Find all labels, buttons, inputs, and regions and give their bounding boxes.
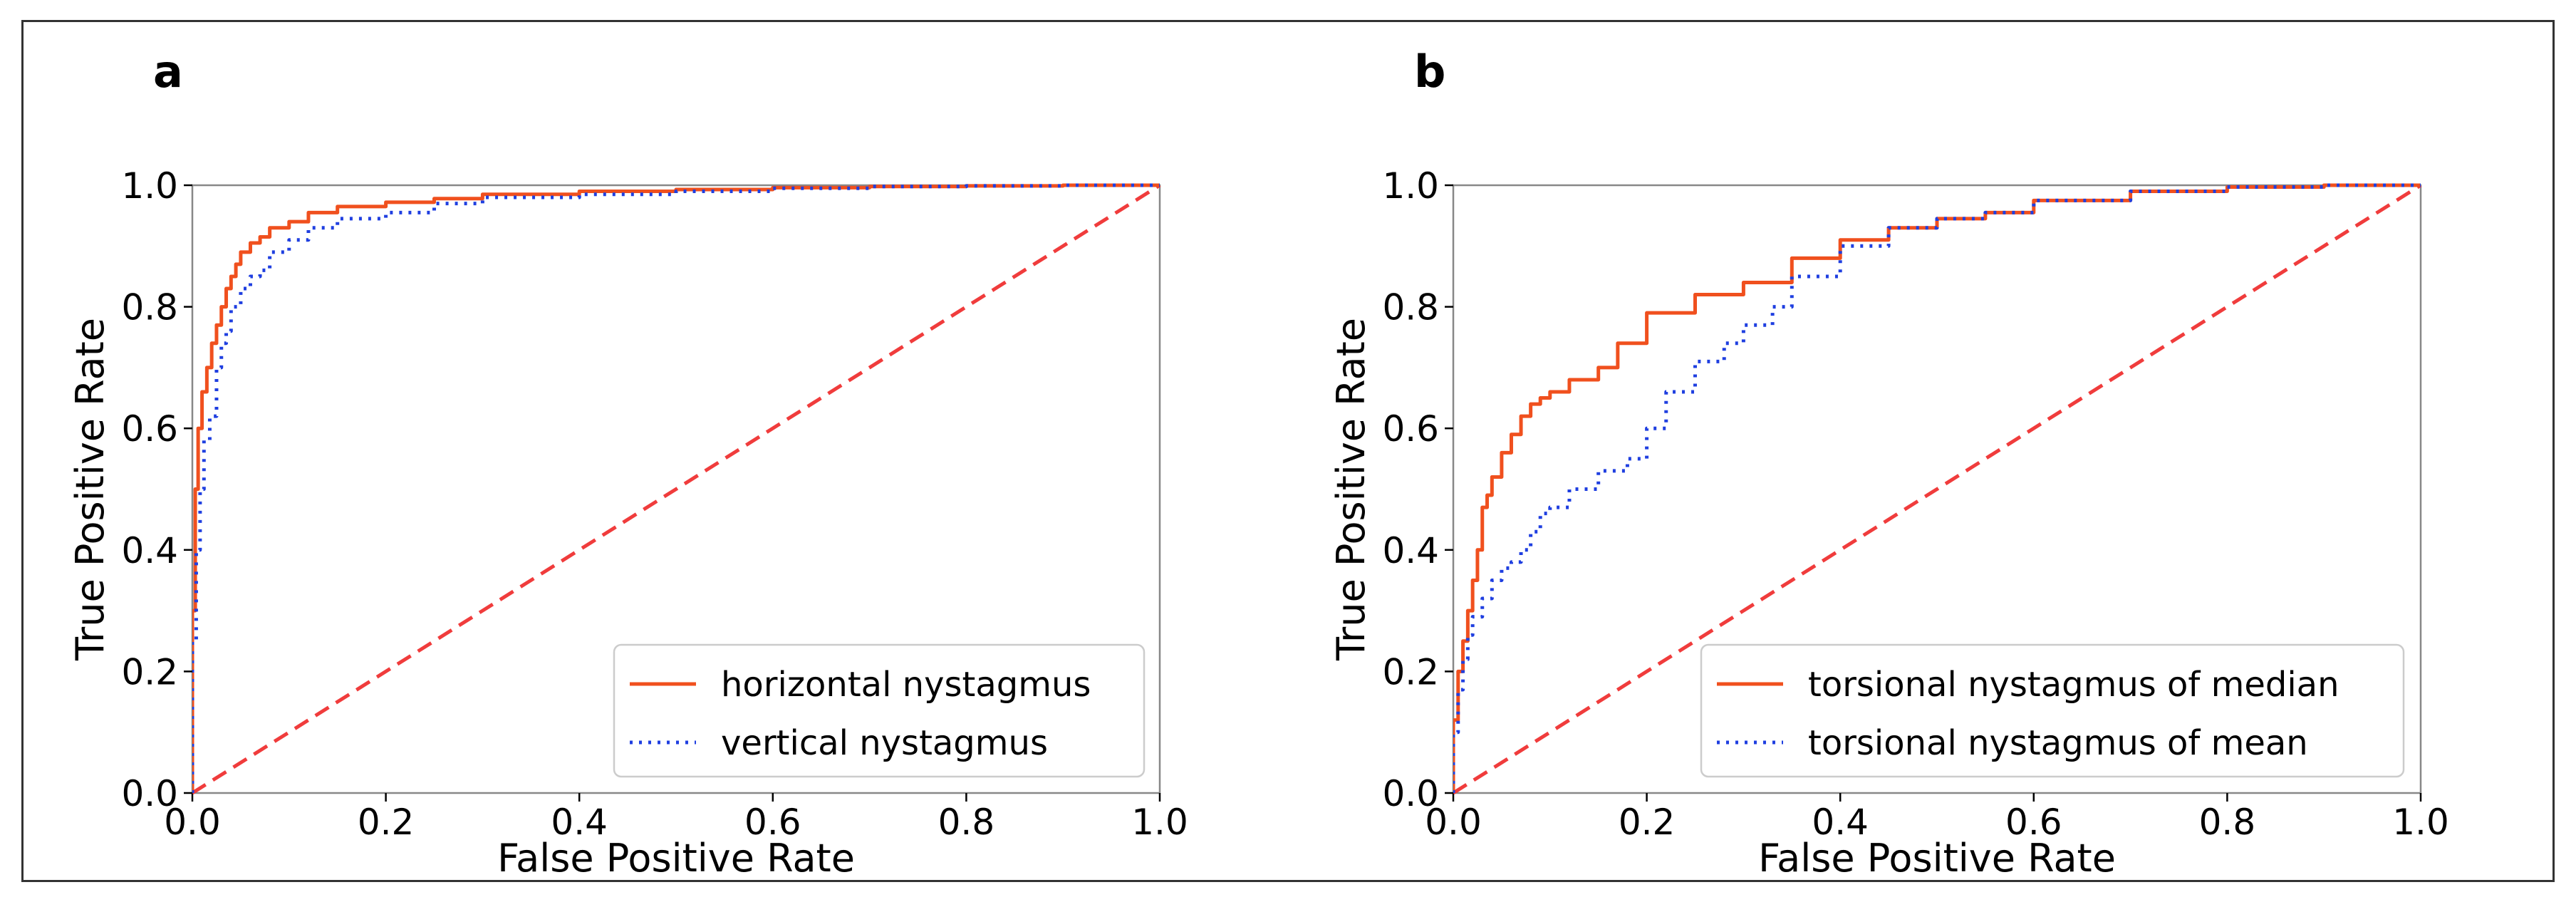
y-axis-label: True Positive Rate (68, 318, 113, 661)
x-tick-label: 0.8 (2199, 802, 2256, 843)
x-tick-label: 0.0 (1425, 802, 1482, 843)
y-tick-label: 0.8 (121, 287, 178, 328)
legend-label: torsional nystagmus of median (1808, 665, 2339, 705)
x-tick-label: 1.0 (1131, 802, 1188, 843)
series-line-horizontal-nystagmus (192, 183, 1160, 793)
y-tick-label: 0.2 (121, 651, 178, 693)
x-tick-label: 0.4 (1812, 802, 1869, 843)
x-tick-label: 0.2 (358, 802, 415, 843)
y-tick-label: 0.4 (121, 530, 178, 571)
series-line-chance (1453, 183, 2422, 795)
x-tick-label: 0.6 (744, 802, 801, 843)
y-axis-label: True Positive Rate (1329, 318, 1373, 661)
y-tick-label: 0.0 (1382, 773, 1439, 814)
legend: horizontal nystagmus vertical nystagmus (613, 643, 1146, 778)
y-tick-label: 0.0 (121, 773, 178, 814)
x-tick-label: 0.8 (938, 802, 995, 843)
axes-frame (1452, 184, 2422, 794)
y-tick-label: 0.2 (1382, 651, 1439, 693)
axes-frame (191, 184, 1161, 794)
series-line-chance (192, 183, 1161, 795)
x-tick-label: 1.0 (2392, 802, 2449, 843)
panel-label: a (153, 46, 183, 98)
legend-label: torsional nystagmus of mean (1808, 723, 2308, 763)
y-tick-label: 0.6 (1382, 408, 1439, 450)
y-tick-label: 1.0 (1382, 165, 1439, 207)
chart-panel-b: b 0.0 0.2 0.4 0.6 0.8 1.0 0.0 0.2 0.4 0.6 0.8 1.0 Fal… (1329, 46, 2449, 881)
x-axis-label: False Positive Rate (497, 836, 855, 881)
y-tick-label: 0.8 (1382, 287, 1439, 328)
x-axis-label: False Positive Rate (1758, 836, 2116, 881)
y-tick-label: 1.0 (121, 165, 178, 207)
chart-panel-a: a 0.0 0.2 0.4 0.6 0.8 1.0 0.0 0.2 0.4 0.6 0.8 1.0 Fal… (68, 46, 1188, 881)
series-line-vertical-nystagmus (192, 183, 1160, 793)
x-tick-label: 0.6 (2005, 802, 2062, 843)
x-tick-label: 0.2 (1619, 802, 1676, 843)
y-tick-label: 0.4 (1382, 530, 1439, 571)
legend-label: vertical nystagmus (721, 723, 1048, 763)
y-tick-label: 0.6 (121, 408, 178, 450)
panel-label: b (1414, 46, 1445, 98)
legend-box (1700, 643, 2405, 778)
legend: torsional nystagmus of median torsional n… (1700, 643, 2405, 778)
x-tick-label: 0.4 (551, 802, 608, 843)
legend-label: horizontal nystagmus (721, 665, 1091, 705)
x-tick-label: 0.0 (164, 802, 221, 843)
legend-box (613, 643, 1146, 778)
series-line-torsional-nystagmus-of-median (1453, 183, 2421, 793)
